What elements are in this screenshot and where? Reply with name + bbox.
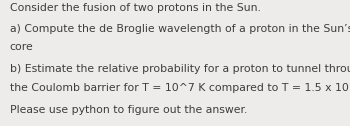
Text: a) Compute the de Broglie wavelength of a proton in the Sun’s: a) Compute the de Broglie wavelength of … [10,24,350,34]
Text: b) Estimate the relative probability for a proton to tunnel through: b) Estimate the relative probability for… [10,64,350,74]
Text: Please use python to figure out the answer.: Please use python to figure out the answ… [10,105,247,115]
Text: Consider the fusion of two protons in the Sun.: Consider the fusion of two protons in th… [10,3,261,13]
Text: core: core [10,42,34,52]
Text: the Coulomb barrier for T = 10^7 K compared to T = 1.5 x 10^7 K.: the Coulomb barrier for T = 10^7 K compa… [10,83,350,93]
